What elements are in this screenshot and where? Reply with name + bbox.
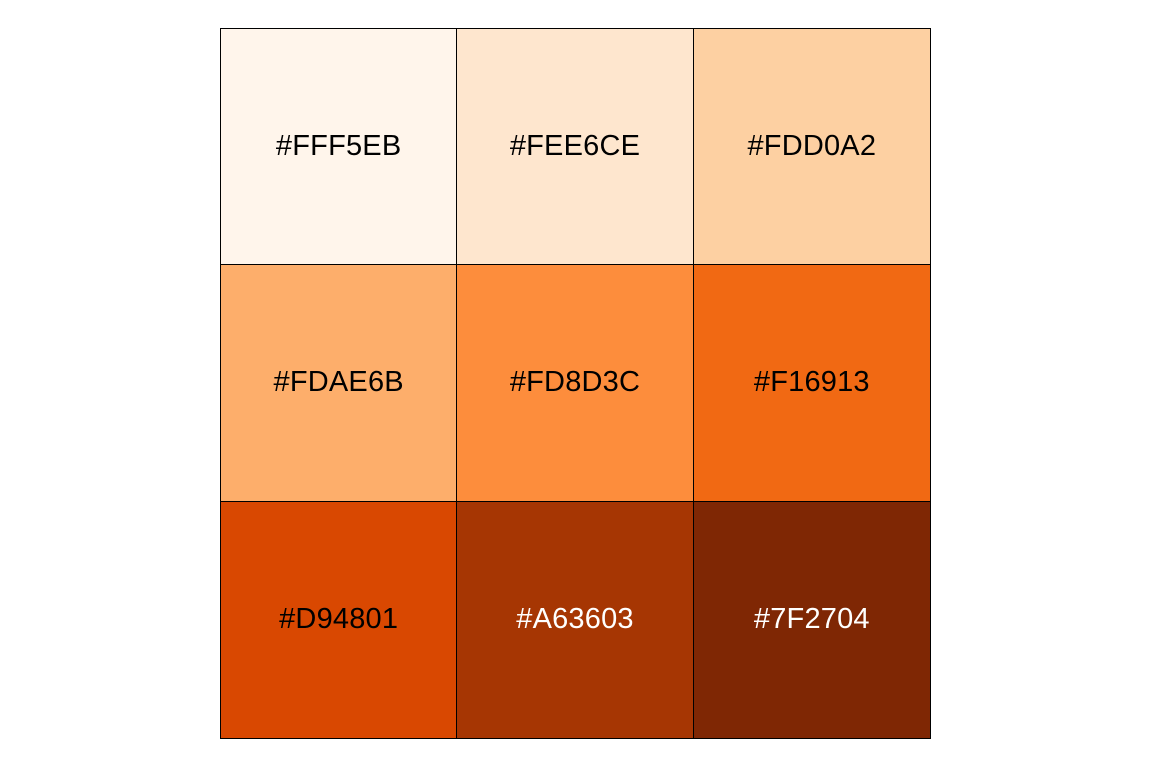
- swatch-label: #7F2704: [753, 603, 870, 636]
- swatch-4: #FDAE6B: [221, 265, 458, 502]
- swatch-label: #F16913: [753, 366, 870, 399]
- swatch-label: #FFF5EB: [275, 130, 402, 163]
- color-palette-grid: #FFF5EB #FEE6CE #FDD0A2 #FDAE6B #FD8D3C …: [220, 28, 931, 739]
- swatch-9: #7F2704: [693, 501, 930, 738]
- swatch-label: #D94801: [279, 603, 399, 636]
- swatch-label: #FD8D3C: [509, 366, 641, 399]
- swatch-label: #FDAE6B: [273, 366, 404, 399]
- swatch-8: #A63603: [457, 501, 694, 738]
- swatch-2: #FEE6CE: [457, 29, 694, 266]
- swatch-1: #FFF5EB: [221, 29, 458, 266]
- swatch-5: #FD8D3C: [457, 265, 694, 502]
- swatch-label: #FDD0A2: [747, 130, 877, 163]
- swatch-3: #FDD0A2: [693, 29, 930, 266]
- swatch-label: #A63603: [516, 603, 634, 636]
- swatch-6: #F16913: [693, 265, 930, 502]
- swatch-label: #FEE6CE: [509, 130, 641, 163]
- swatch-7: #D94801: [221, 501, 458, 738]
